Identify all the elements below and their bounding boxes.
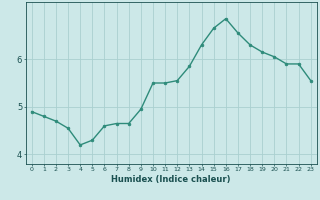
X-axis label: Humidex (Indice chaleur): Humidex (Indice chaleur) <box>111 175 231 184</box>
